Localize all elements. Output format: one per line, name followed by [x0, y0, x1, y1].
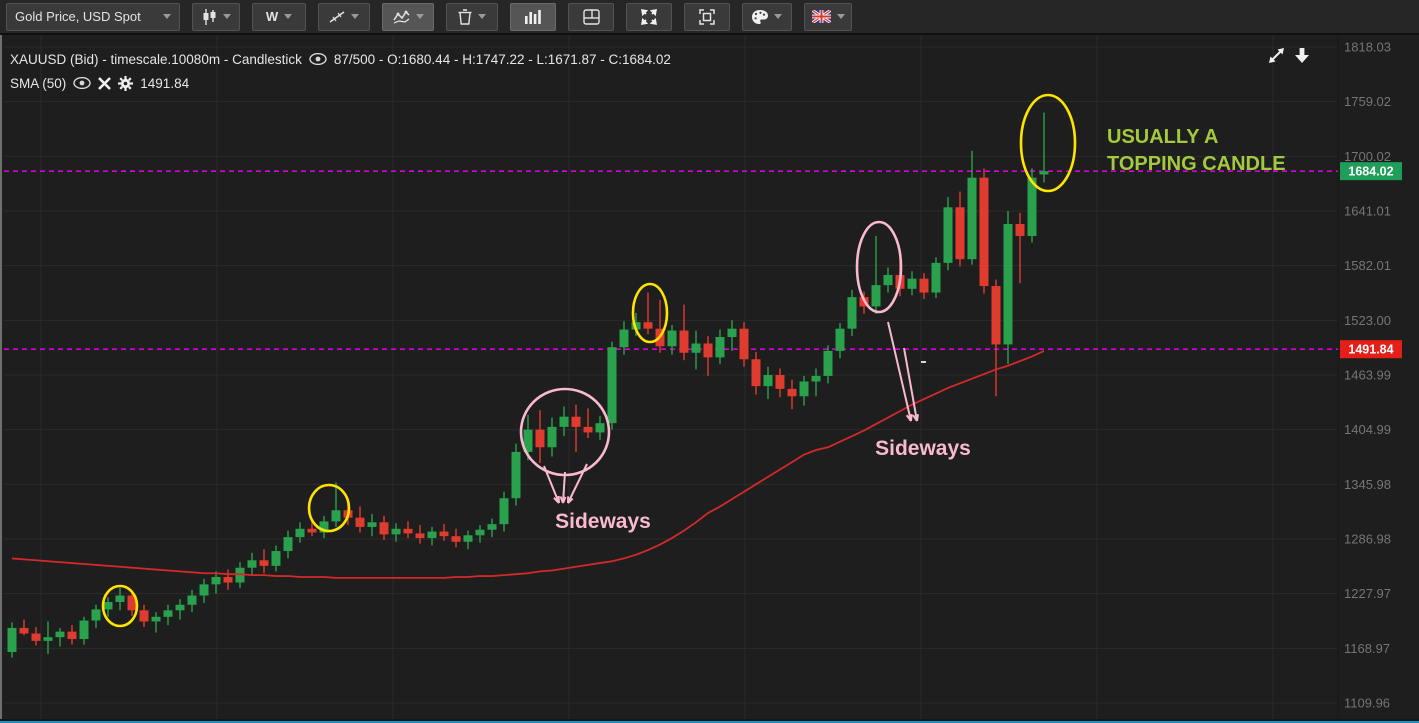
svg-text:1227.97: 1227.97: [1344, 586, 1391, 601]
timeframe-button[interactable]: W: [252, 2, 306, 31]
chart-corner-tools: [1268, 47, 1309, 64]
chevron-down-icon: [351, 14, 359, 19]
chevron-down-icon: [774, 14, 782, 19]
svg-text:1345.98: 1345.98: [1344, 477, 1391, 492]
annotation-text: Sideways: [555, 510, 651, 533]
ohlc-readout: 87/500 - O:1680.44 - H:1747.22 - L:1671.…: [333, 51, 671, 67]
svg-text:1286.98: 1286.98: [1344, 531, 1391, 546]
svg-text:1168.97: 1168.97: [1344, 641, 1390, 656]
candles: [7, 112, 1049, 658]
split-view-icon: [582, 8, 600, 25]
volume-toggle-button[interactable]: [510, 2, 556, 31]
language-button[interactable]: [804, 2, 852, 31]
horizontal-level-lines: [4, 170, 1338, 351]
instrument-label: Gold Price, USD Spot: [15, 9, 141, 24]
sma-line: [11, 350, 1045, 579]
fullscreen-icon: [641, 8, 657, 25]
chart-type-button[interactable]: [192, 2, 240, 31]
svg-text:1523.00: 1523.00: [1344, 313, 1391, 328]
svg-text:1818.03: 1818.03: [1344, 40, 1391, 55]
download-arrow-icon[interactable]: [1295, 47, 1309, 64]
indicators-button[interactable]: [382, 2, 434, 31]
toolbar: Gold Price, USD Spot W: [0, 0, 1419, 35]
chevron-down-icon: [222, 14, 231, 19]
svg-text:1700.02: 1700.02: [1344, 149, 1391, 164]
indicator-label: SMA (50): [10, 75, 67, 91]
drawing-annotations: Sideways Sideways USUALLY A TOPPING CANDLE: [101, 93, 1286, 628]
chart-panel: 1818.03 1759.02 1700.02 1641.01 1582.01 1523.…: [0, 35, 1419, 719]
gear-icon[interactable]: [118, 75, 134, 91]
instrument-title: XAUUSD (Bid) - timescale.10080m - Candle…: [10, 51, 302, 67]
indicator-value: 1491.84: [140, 75, 190, 91]
svg-text:1404.99: 1404.99: [1344, 422, 1391, 437]
chevron-down-icon: [284, 14, 293, 19]
chevron-down-icon: [163, 14, 171, 19]
screenshot-frame-icon: [699, 8, 715, 25]
candlestick-chart-type-icon: [203, 8, 215, 25]
trash-icon: [458, 8, 472, 25]
theme-button[interactable]: [742, 2, 792, 31]
annotation-text: Sideways: [875, 437, 971, 460]
svg-text:1582.01: 1582.01: [1344, 258, 1391, 273]
panel-resize-gutter[interactable]: [0, 35, 2, 719]
annotation-text: USUALLY A: [1107, 126, 1219, 148]
price-axis: 1818.03 1759.02 1700.02 1641.01 1582.01 1523.…: [1344, 40, 1391, 711]
svg-text:1759.02: 1759.02: [1344, 94, 1391, 109]
split-view-button[interactable]: [568, 2, 614, 31]
svg-text:1641.01: 1641.01: [1344, 204, 1391, 219]
chevron-down-icon: [836, 14, 845, 19]
trendline-tool-icon: [329, 10, 345, 23]
chart-header: XAUUSD (Bid) - timescale.10080m - Candle…: [10, 47, 671, 95]
detach-expand-icon[interactable]: [1268, 47, 1285, 64]
trendline-tool-button[interactable]: [318, 2, 370, 31]
bar-chart-icon: [525, 9, 541, 24]
annotation-text: TOPPING CANDLE: [1107, 153, 1286, 175]
uk-flag-icon: [811, 10, 831, 23]
svg-text:1109.96: 1109.96: [1344, 696, 1390, 711]
delete-drawings-button[interactable]: [446, 2, 498, 31]
instrument-selector[interactable]: Gold Price, USD Spot: [6, 2, 180, 31]
price-badges: 1684.02 1491.84: [1340, 162, 1402, 359]
window-bottom-edge: [0, 719, 1419, 723]
svg-text:1463.99: 1463.99: [1344, 368, 1391, 383]
gridlines: [4, 35, 1338, 719]
eye-icon[interactable]: [73, 77, 91, 89]
screenshot-button[interactable]: [684, 2, 730, 31]
remove-indicator-icon[interactable]: [98, 76, 112, 90]
indicators-icon: [392, 10, 410, 24]
timeframe-label: W: [265, 9, 279, 24]
svg-text:1684.02: 1684.02: [1348, 165, 1393, 179]
chevron-down-icon: [415, 14, 424, 19]
eye-icon[interactable]: [309, 53, 327, 65]
chevron-down-icon: [478, 14, 486, 19]
stray-mark: [921, 361, 926, 363]
palette-icon: [752, 9, 768, 24]
fullscreen-button[interactable]: [626, 2, 672, 31]
svg-text:1491.84: 1491.84: [1348, 343, 1393, 357]
price-chart[interactable]: 1818.03 1759.02 1700.02 1641.01 1582.01 1523.…: [0, 35, 1419, 719]
